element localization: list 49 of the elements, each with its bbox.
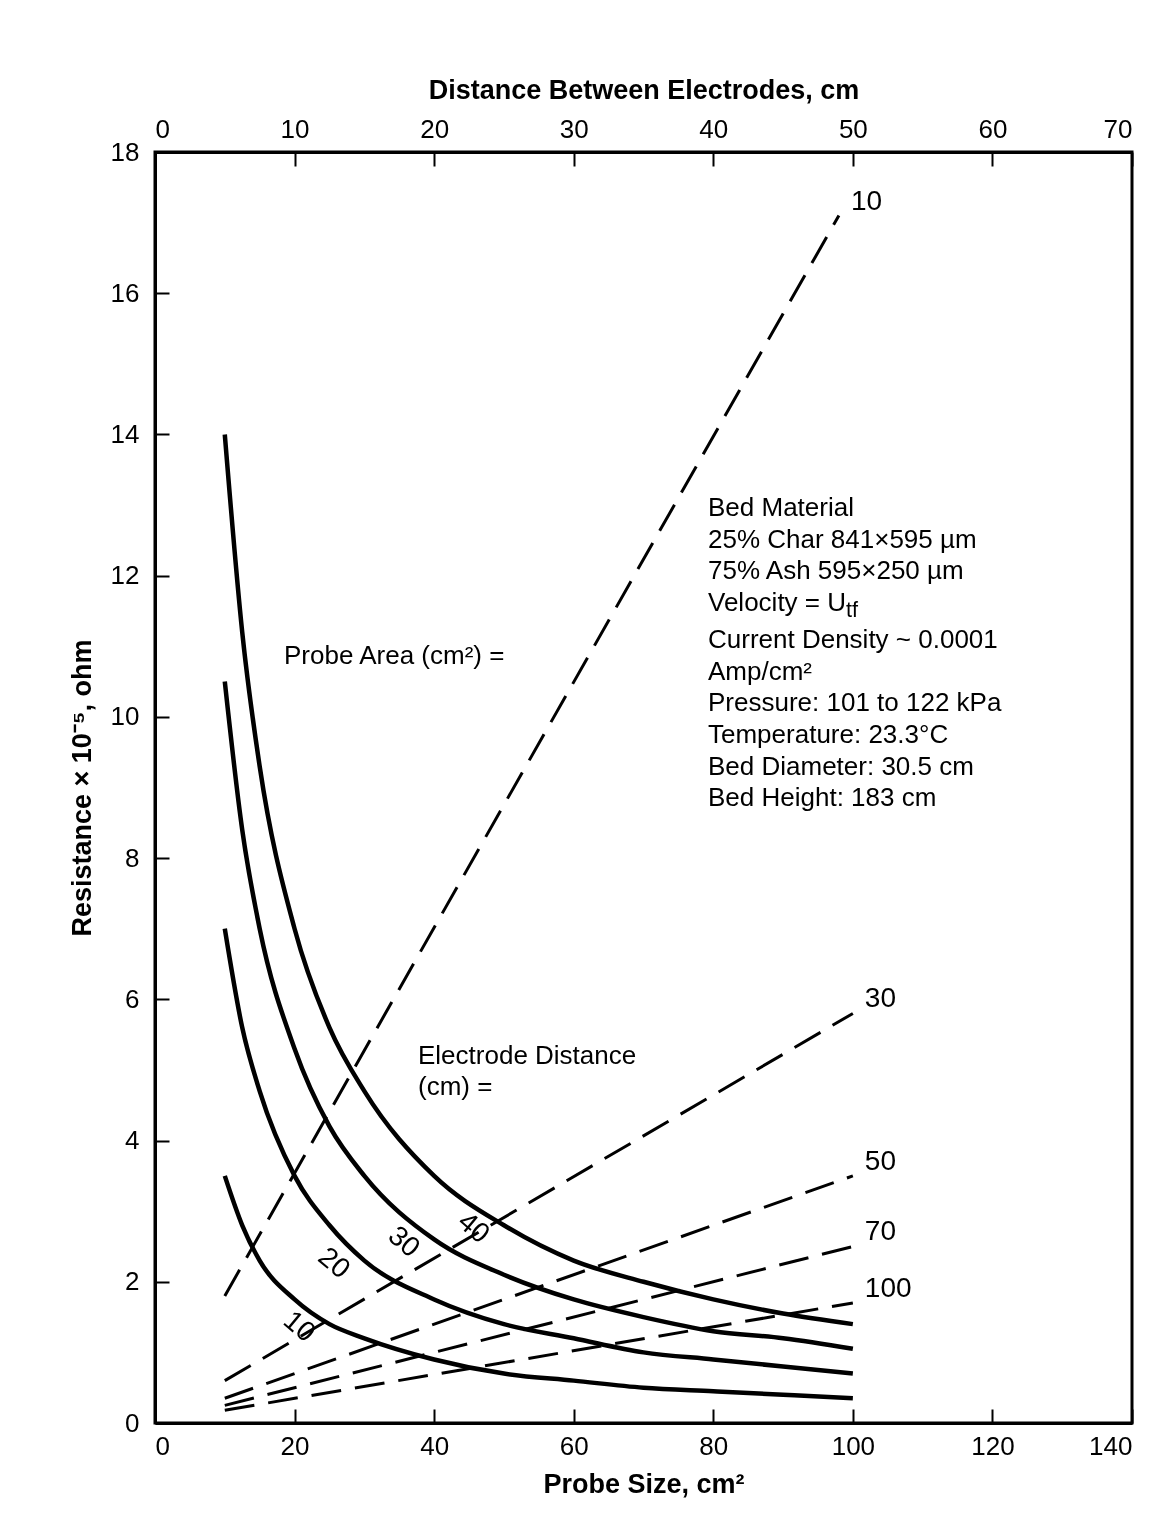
x-tick-label: 100 <box>831 1430 876 1461</box>
y-tick-label: 14 <box>110 418 140 449</box>
annotation: Bed Height: 183 cm <box>708 782 938 815</box>
x2-tick-label: 70 <box>1103 113 1133 144</box>
series-label: 10 <box>850 184 883 216</box>
x2-tick-label: 30 <box>559 113 589 144</box>
y-tick-label: 4 <box>125 1125 140 1156</box>
x2-axis-title: Distance Between Electrodes, cm <box>428 74 860 105</box>
x2-tick-label: 10 <box>280 113 310 144</box>
annotation: Temperature: 23.3°C <box>708 718 950 751</box>
x-tick-label: 120 <box>971 1430 1015 1461</box>
annotation: 75% Ash 595×250 µm <box>708 555 965 588</box>
annotation: Probe Area (cm²) = <box>284 640 506 672</box>
annotation: Current Density ~ 0.0001 Amp/cm² <box>708 623 999 688</box>
text: 20 <box>312 1240 357 1285</box>
series-label: 30 <box>864 982 897 1014</box>
y-tick-label: 0 <box>125 1407 140 1438</box>
x-axis-title: Probe Size, cm² <box>543 1468 745 1499</box>
series-label: 70 <box>864 1215 897 1247</box>
annotation: Electrode Distance (cm) = <box>418 1040 638 1103</box>
x-tick-label: 80 <box>699 1430 729 1461</box>
x2-tick-label: 0 <box>155 113 170 144</box>
x-tick-label: 60 <box>559 1430 589 1461</box>
x2-tick-label: 60 <box>978 113 1008 144</box>
x-tick-label: 40 <box>420 1430 450 1461</box>
x-tick-label: 20 <box>280 1430 310 1461</box>
annotation: Pressure: 101 to 122 kPa <box>708 687 1003 719</box>
series-label: 100 <box>864 1271 912 1303</box>
annotation: Velocity = U$_{tf}$ <box>708 587 860 624</box>
annotation: Bed Diameter: 30.5 cm <box>708 750 975 783</box>
x-tick-label: 0 <box>155 1430 170 1461</box>
x-tick-label: 140 <box>1089 1430 1133 1461</box>
x2-tick-label: 20 <box>420 113 450 144</box>
series-label: 50 <box>864 1144 897 1176</box>
text: 10 <box>277 1304 322 1348</box>
y-tick-label: 8 <box>125 842 140 873</box>
x2-tick-label: 50 <box>838 113 868 144</box>
y-tick-label: 16 <box>110 277 140 308</box>
y-tick-label: 2 <box>125 1266 140 1297</box>
annotation: 25% Char 841×595 µm <box>708 523 978 556</box>
y-axis-title: Resistance × 10⁻⁵, ohm <box>66 639 97 937</box>
text: 30 <box>382 1219 427 1264</box>
annotation: Bed Material <box>708 492 855 524</box>
text: 40 <box>452 1205 497 1250</box>
y-tick-label: 18 <box>110 136 140 167</box>
y-tick-label: 12 <box>110 560 140 591</box>
x2-tick-label: 40 <box>699 113 729 144</box>
y-tick-label: 10 <box>110 701 140 732</box>
y-tick-label: 6 <box>125 983 140 1014</box>
